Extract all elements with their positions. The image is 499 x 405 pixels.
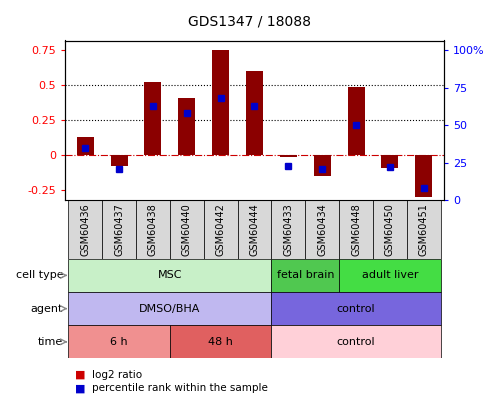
Bar bbox=[77, 137, 94, 155]
Bar bbox=[271, 292, 441, 325]
Bar bbox=[170, 325, 271, 358]
Text: 6 h: 6 h bbox=[110, 337, 128, 347]
Bar bbox=[314, 155, 331, 176]
Text: GSM60436: GSM60436 bbox=[80, 203, 90, 256]
Bar bbox=[271, 259, 339, 292]
Text: GSM60433: GSM60433 bbox=[283, 203, 293, 256]
Bar bbox=[178, 98, 195, 155]
Text: time: time bbox=[38, 337, 63, 347]
Text: GSM60448: GSM60448 bbox=[351, 203, 361, 256]
Bar bbox=[68, 292, 271, 325]
Bar bbox=[339, 200, 373, 259]
Text: agent: agent bbox=[31, 304, 63, 313]
Bar bbox=[348, 87, 365, 155]
Text: GSM60442: GSM60442 bbox=[216, 203, 226, 256]
Bar bbox=[68, 325, 170, 358]
Bar bbox=[271, 325, 441, 358]
Text: 48 h: 48 h bbox=[208, 337, 233, 347]
Text: control: control bbox=[337, 337, 375, 347]
Text: control: control bbox=[337, 304, 375, 313]
Bar bbox=[111, 155, 128, 166]
Bar bbox=[136, 200, 170, 259]
Bar bbox=[238, 200, 271, 259]
Text: GDS1347 / 18088: GDS1347 / 18088 bbox=[188, 14, 311, 28]
Text: DMSO/BHA: DMSO/BHA bbox=[139, 304, 201, 313]
Text: GSM60451: GSM60451 bbox=[419, 203, 429, 256]
Bar bbox=[271, 200, 305, 259]
Bar bbox=[415, 155, 432, 197]
Bar bbox=[381, 155, 398, 168]
Bar bbox=[305, 200, 339, 259]
Bar bbox=[144, 83, 161, 155]
Bar bbox=[102, 200, 136, 259]
Text: GSM60437: GSM60437 bbox=[114, 203, 124, 256]
Text: GSM60438: GSM60438 bbox=[148, 203, 158, 256]
Bar bbox=[280, 155, 297, 157]
Text: fetal brain: fetal brain bbox=[276, 271, 334, 280]
Text: GSM60440: GSM60440 bbox=[182, 203, 192, 256]
Bar bbox=[68, 259, 271, 292]
Text: MSC: MSC bbox=[158, 271, 182, 280]
Bar bbox=[246, 71, 263, 155]
Bar bbox=[373, 200, 407, 259]
Text: ■: ■ bbox=[75, 369, 85, 379]
Text: adult liver: adult liver bbox=[362, 271, 418, 280]
Text: GSM60434: GSM60434 bbox=[317, 203, 327, 256]
Bar bbox=[339, 259, 441, 292]
Text: cell type: cell type bbox=[15, 271, 63, 280]
Text: ■: ■ bbox=[75, 383, 85, 393]
Text: percentile rank within the sample: percentile rank within the sample bbox=[92, 383, 268, 393]
Text: log2 ratio: log2 ratio bbox=[92, 369, 142, 379]
Text: GSM60450: GSM60450 bbox=[385, 203, 395, 256]
Bar bbox=[204, 200, 238, 259]
Bar bbox=[212, 50, 229, 155]
Text: GSM60444: GSM60444 bbox=[250, 203, 259, 256]
Bar bbox=[170, 200, 204, 259]
Bar bbox=[68, 200, 102, 259]
Bar bbox=[407, 200, 441, 259]
